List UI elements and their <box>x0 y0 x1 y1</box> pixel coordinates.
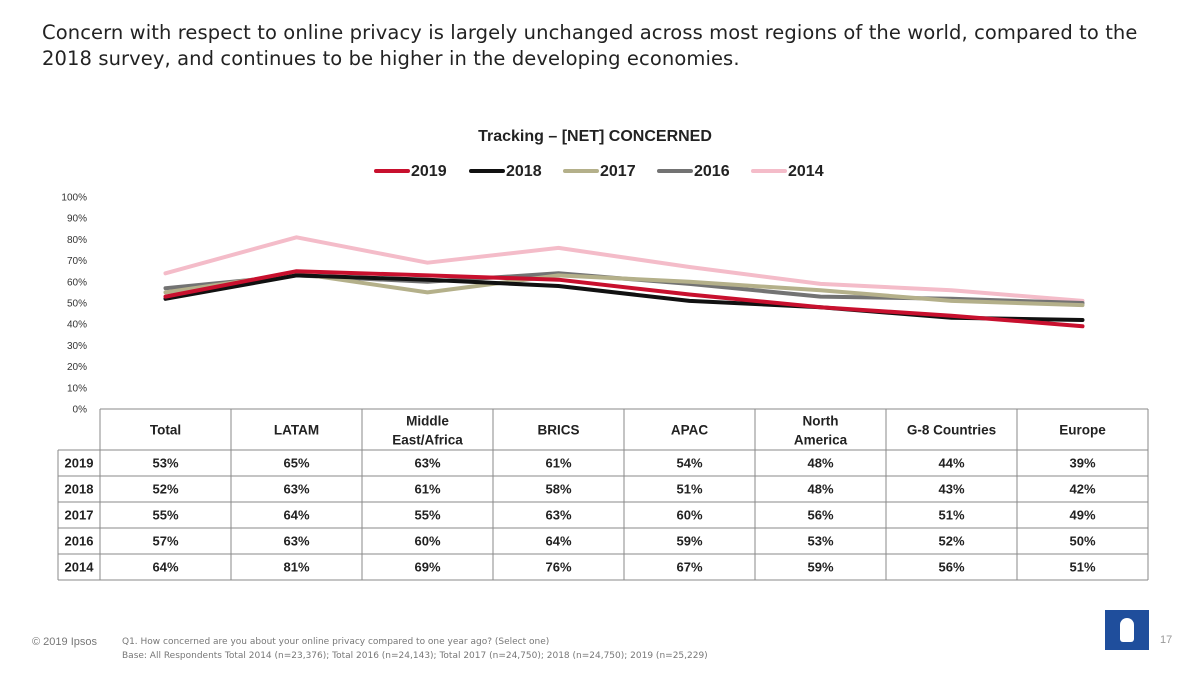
table-cell: 67% <box>676 560 702 575</box>
copyright: © 2019 Ipsos <box>32 636 97 648</box>
footnote-base: Base: All Respondents Total 2014 (n=23,3… <box>122 651 708 661</box>
table-cell: 63% <box>283 482 309 497</box>
table-cell: 51% <box>1069 560 1095 575</box>
y-tick-label: 60% <box>67 277 87 288</box>
table-row: 2019 53% 65% 63% 61% 54% 48% 44% 39% <box>65 456 1096 471</box>
y-tick-label: 40% <box>67 320 87 331</box>
table-cell: 50% <box>1069 534 1095 549</box>
table-cell: 65% <box>283 456 309 471</box>
y-tick-label: 0% <box>73 405 88 416</box>
table-cell: 63% <box>283 534 309 549</box>
table-cell: 48% <box>807 482 833 497</box>
table-cell: 57% <box>152 534 178 549</box>
table-cell: 63% <box>414 456 440 471</box>
table-row: 2014 64% 81% 69% 76% 67% 59% 56% 51% <box>65 560 1096 575</box>
table-cell: 61% <box>545 456 571 471</box>
table-row-label: 2016 <box>65 534 94 549</box>
page-number: 17 <box>1160 634 1173 646</box>
plot-lines <box>163 235 1085 329</box>
table-cell: 63% <box>545 508 571 523</box>
table-cell: 58% <box>545 482 571 497</box>
table-cell: 64% <box>545 534 571 549</box>
logo-mark-icon <box>1120 618 1134 642</box>
table-cell: 76% <box>545 560 571 575</box>
table-row: 2016 57% 63% 60% 64% 59% 53% 52% 50% <box>65 534 1096 549</box>
table-cell: 49% <box>1069 508 1095 523</box>
legend-label: 2014 <box>788 163 824 180</box>
legend-item-2017: 2017 <box>563 163 636 180</box>
series-line-2019 <box>163 269 1085 329</box>
table-cell: 52% <box>938 534 964 549</box>
table-cell: 59% <box>807 560 833 575</box>
table-row-label: 2014 <box>65 560 95 575</box>
data-table: Total LATAM Middle East/Africa BRICS APAC Nort… <box>57 408 1149 581</box>
table-cell: 56% <box>807 508 833 523</box>
table-cell: 59% <box>676 534 702 549</box>
table-cell: 52% <box>152 482 178 497</box>
table-cell: 56% <box>938 560 964 575</box>
table-cell: 48% <box>807 456 833 471</box>
footnote-question: Q1. How concerned are you about your onl… <box>122 637 550 647</box>
legend-item-2018: 2018 <box>469 163 542 180</box>
table-cell: 51% <box>676 482 702 497</box>
table-cell: 53% <box>152 456 178 471</box>
chart-legend: 2019 2018 2017 2016 2014 <box>374 163 824 180</box>
table-cell: 44% <box>938 456 964 471</box>
table-cell: 39% <box>1069 456 1095 471</box>
table-header-cell: LATAM <box>274 423 319 438</box>
table-cell: 60% <box>414 534 440 549</box>
table-row-label: 2018 <box>65 482 94 497</box>
y-tick-label: 70% <box>67 256 87 267</box>
y-tick-label: 90% <box>67 214 87 225</box>
table-cell: 53% <box>807 534 833 549</box>
table-cell: 81% <box>283 560 309 575</box>
table-row-label: 2019 <box>65 456 94 471</box>
table-cell: 43% <box>938 482 964 497</box>
legend-label: 2018 <box>506 163 542 180</box>
y-tick-label: 10% <box>67 383 87 394</box>
table-cell: 69% <box>414 560 440 575</box>
table-row: 2017 55% 64% 55% 63% 60% 56% 51% 49% <box>65 508 1096 523</box>
table-cell: 55% <box>152 508 178 523</box>
table-cell: 64% <box>152 560 178 575</box>
ipsos-logo <box>1105 610 1149 650</box>
table-cell: 61% <box>414 482 440 497</box>
table-header-cell: Europe <box>1059 423 1106 438</box>
y-axis: 0% 10% 20% 30% 40% 50% 60% 70% 80% 90% 100% <box>61 193 87 416</box>
legend-item-2014: 2014 <box>751 163 824 180</box>
table-row: 2018 52% 63% 61% 58% 51% 48% 43% 42% <box>65 482 1096 497</box>
series-line-2014 <box>163 235 1085 303</box>
table-header-cell: Middle East/Africa <box>392 414 463 448</box>
y-tick-label: 30% <box>67 341 87 352</box>
legend-item-2016: 2016 <box>657 163 730 180</box>
table-cell: 55% <box>414 508 440 523</box>
y-tick-label: 20% <box>67 362 87 373</box>
chart-title: Tracking – [NET] CONCERNED <box>478 128 712 145</box>
table-row-label: 2017 <box>65 508 94 523</box>
table-header-cell: BRICS <box>537 423 579 438</box>
headline: Concern with respect to online privacy i… <box>42 21 1138 70</box>
table-cell: 64% <box>283 508 309 523</box>
table-header-cell: G-8 Countries <box>907 423 996 438</box>
legend-label: 2017 <box>600 163 636 180</box>
legend-item-2019: 2019 <box>374 163 447 180</box>
table-cell: 54% <box>676 456 702 471</box>
legend-label: 2019 <box>411 163 447 180</box>
table-cell: 42% <box>1069 482 1095 497</box>
table-header-cell: Total <box>150 423 181 438</box>
y-tick-label: 100% <box>61 193 87 204</box>
legend-label: 2016 <box>694 163 730 180</box>
y-tick-label: 80% <box>67 235 87 246</box>
table-header-cell: North America <box>794 414 848 448</box>
table-cell: 60% <box>676 508 702 523</box>
table-cell: 51% <box>938 508 964 523</box>
table-header-cell: APAC <box>671 423 709 438</box>
y-tick-label: 50% <box>67 299 87 310</box>
